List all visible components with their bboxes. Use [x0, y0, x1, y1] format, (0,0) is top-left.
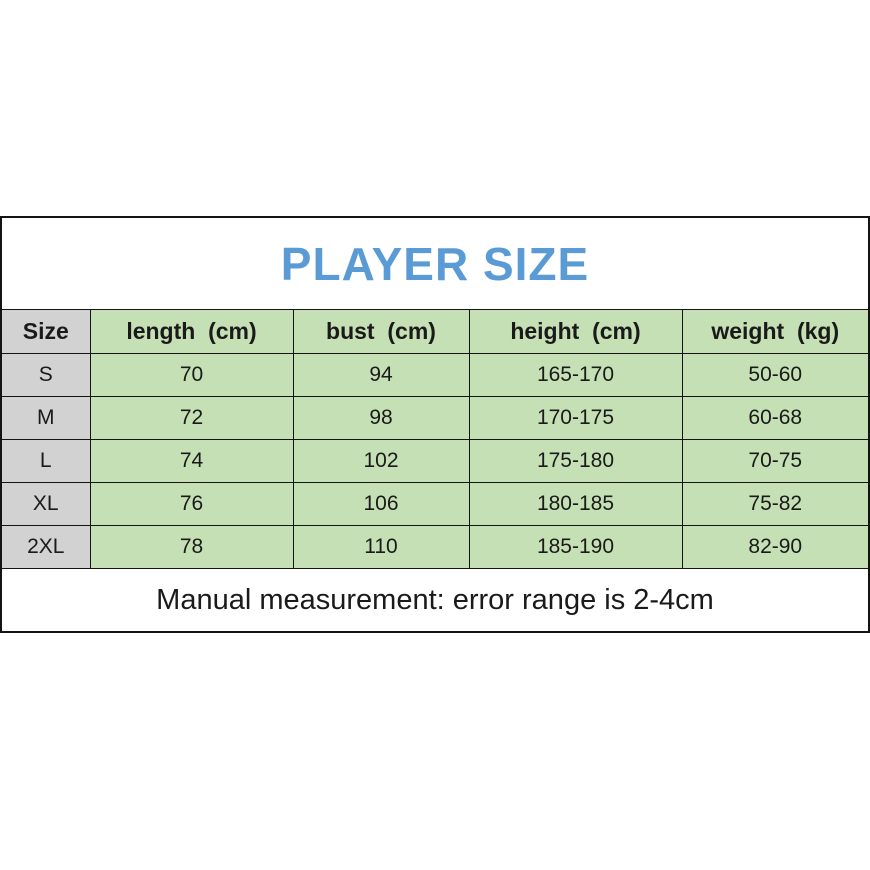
length-value: 74 [89, 439, 294, 483]
length-value: 78 [89, 525, 294, 569]
table-row-xl: XL 76 106 180-185 75-82 [0, 482, 870, 526]
bust-value: 94 [292, 353, 470, 397]
size-label: S [0, 353, 91, 397]
bust-value: 106 [292, 482, 470, 526]
bust-value: 102 [292, 439, 470, 483]
weight-value: 75-82 [681, 482, 870, 526]
size-label: L [0, 439, 91, 483]
weight-value: 60-68 [681, 396, 870, 440]
table-row-l: L 74 102 175-180 70-75 [0, 439, 870, 483]
height-value: 185-190 [468, 525, 683, 569]
bust-value: 98 [292, 396, 470, 440]
height-value: 175-180 [468, 439, 683, 483]
height-value: 165-170 [468, 353, 683, 397]
bust-value: 110 [292, 525, 470, 569]
height-value: 180-185 [468, 482, 683, 526]
header-height: height (cm) [468, 309, 683, 354]
size-label: 2XL [0, 525, 91, 569]
height-value: 170-175 [468, 396, 683, 440]
table-header-row: Size length (cm) bust (cm) height (cm) w… [0, 309, 870, 354]
player-size-table: PLAYER SIZE Size length (cm) bust (cm) h… [0, 216, 870, 633]
weight-value: 70-75 [681, 439, 870, 483]
footer-row: Manual measurement: error range is 2-4cm [0, 568, 870, 633]
length-value: 70 [89, 353, 294, 397]
header-bust: bust (cm) [292, 309, 470, 354]
length-value: 76 [89, 482, 294, 526]
length-value: 72 [89, 396, 294, 440]
size-label: M [0, 396, 91, 440]
title-row: PLAYER SIZE [0, 216, 870, 310]
header-weight: weight (kg) [681, 309, 870, 354]
table-row-2xl: 2XL 78 110 185-190 82-90 [0, 525, 870, 569]
footer-note: Manual measurement: error range is 2-4cm [0, 568, 870, 633]
header-length: length (cm) [89, 309, 294, 354]
header-size: Size [0, 309, 91, 354]
size-label: XL [0, 482, 91, 526]
table-row-m: M 72 98 170-175 60-68 [0, 396, 870, 440]
table-row-s: S 70 94 165-170 50-60 [0, 353, 870, 397]
weight-value: 82-90 [681, 525, 870, 569]
page-title: PLAYER SIZE [0, 216, 870, 310]
weight-value: 50-60 [681, 353, 870, 397]
